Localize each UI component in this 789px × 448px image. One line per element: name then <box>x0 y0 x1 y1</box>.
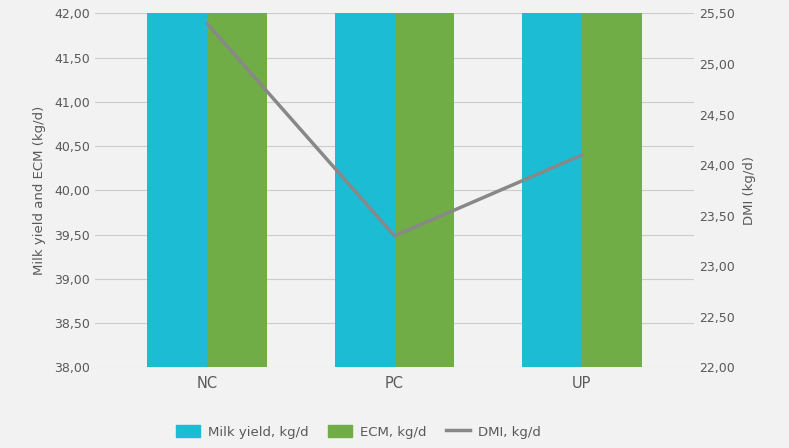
Bar <box>335 0 394 367</box>
Bar <box>522 0 582 367</box>
Legend: Milk yield, kg/d, ECM, kg/d, DMI, kg/d: Milk yield, kg/d, ECM, kg/d, DMI, kg/d <box>171 420 546 444</box>
Bar <box>394 0 454 367</box>
Y-axis label: Milk yield and ECM (kg/d): Milk yield and ECM (kg/d) <box>32 106 46 275</box>
Y-axis label: DMI (kg/d): DMI (kg/d) <box>743 156 757 225</box>
Bar <box>582 0 641 367</box>
Bar <box>147 0 207 367</box>
Bar <box>207 0 267 367</box>
